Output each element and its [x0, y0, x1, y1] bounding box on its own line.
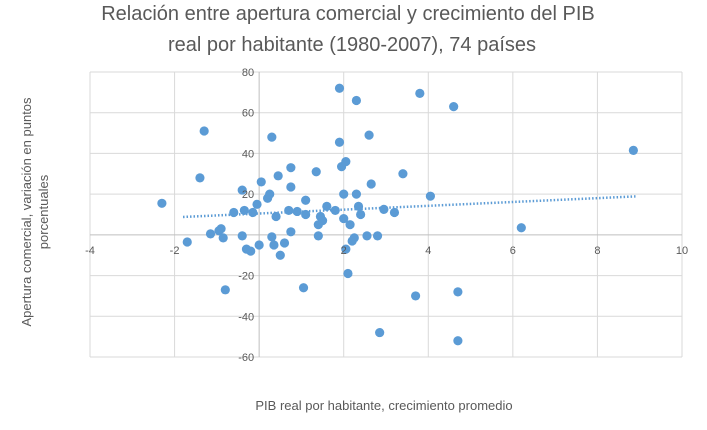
- data-point: [237, 185, 247, 195]
- data-point: [256, 177, 266, 187]
- data-point: [364, 130, 374, 140]
- axes: [90, 72, 682, 357]
- x-tick-label: 10: [676, 245, 688, 257]
- data-point: [195, 173, 205, 183]
- data-point: [341, 156, 351, 167]
- data-point: [353, 201, 364, 211]
- data-point: [199, 126, 209, 136]
- data-point: [284, 205, 294, 216]
- data-point: [389, 207, 400, 218]
- data-point: [334, 137, 345, 147]
- x-tick-label: -4: [85, 245, 95, 257]
- data-point: [269, 240, 279, 250]
- y-axis-title-line-1: Apertura comercial, variación en puntos: [19, 97, 34, 327]
- data-point: [351, 95, 361, 106]
- data-point: [375, 327, 385, 338]
- data-point: [313, 231, 323, 241]
- data-point: [286, 163, 296, 173]
- data-point: [220, 285, 230, 295]
- data-point: [379, 204, 389, 215]
- data-point: [248, 207, 258, 218]
- x-tick-label: 2: [341, 245, 347, 257]
- data-point: [415, 88, 425, 98]
- data-point: [516, 223, 526, 233]
- data-point: [349, 233, 359, 243]
- data-point: [301, 209, 311, 220]
- data-point: [292, 206, 302, 217]
- data-point: [286, 227, 296, 237]
- gridlines: [89, 71, 683, 358]
- x-tick-labels: -4 -2 2 4 6 8 10: [85, 245, 688, 257]
- data-point: [216, 224, 226, 234]
- data-point: [345, 220, 355, 230]
- data-point: [237, 231, 247, 241]
- data-point: [453, 336, 463, 346]
- data-point: [339, 213, 349, 224]
- data-point: [398, 169, 408, 179]
- data-point: [267, 232, 277, 242]
- data-point: [311, 167, 321, 177]
- data-point: [205, 229, 216, 239]
- x-tick-label: -2: [170, 245, 180, 257]
- data-point: [246, 246, 256, 256]
- data-point: [356, 209, 366, 220]
- data-point: [271, 211, 281, 222]
- data-point: [411, 291, 421, 301]
- data-point: [218, 233, 228, 243]
- data-point: [279, 238, 290, 248]
- data-point: [252, 199, 262, 209]
- x-tick-label: 6: [510, 245, 516, 257]
- data-point: [334, 83, 345, 93]
- data-point: [267, 132, 277, 142]
- chart-title-line-1: Relación entre apertura comercial y crec…: [101, 3, 595, 25]
- chart-title-line-2: real por habitante (1980-2007), 74 paíse…: [168, 34, 536, 56]
- data-point: [628, 145, 638, 155]
- data-point: [341, 244, 351, 254]
- y-tick-label: -40: [238, 311, 254, 323]
- data-point: [301, 195, 311, 205]
- data-point: [229, 207, 239, 218]
- y-tick-label: 40: [242, 148, 254, 160]
- data-point: [298, 283, 309, 293]
- data-point: [286, 182, 296, 192]
- x-tick-label: 4: [425, 245, 431, 257]
- data-point: [330, 205, 340, 216]
- x-axis-title: PIB real por habitante, crecimiento prom…: [255, 398, 512, 413]
- y-tick-label: -20: [238, 271, 254, 283]
- y-axis-title-line-2: porcentuales: [36, 174, 51, 249]
- data-point: [449, 102, 459, 112]
- data-point: [339, 189, 349, 199]
- y-tick-label: 80: [242, 67, 254, 79]
- data-point: [366, 179, 376, 189]
- data-point: [317, 216, 328, 226]
- data-point: [239, 205, 249, 216]
- data-point: [182, 237, 192, 247]
- data-point: [453, 287, 463, 297]
- data-point: [351, 189, 361, 199]
- data-points: [157, 83, 638, 346]
- y-tick-labels: -60 -40 -20 20 40 60 80: [238, 67, 254, 364]
- data-point: [254, 240, 264, 250]
- data-point: [275, 250, 285, 260]
- data-point: [362, 231, 372, 241]
- data-point: [265, 189, 275, 199]
- data-point: [372, 231, 383, 241]
- data-point: [157, 198, 167, 208]
- data-point: [273, 171, 283, 181]
- data-point: [322, 201, 332, 211]
- x-tick-label: 8: [594, 245, 600, 257]
- y-tick-label: -60: [238, 352, 254, 364]
- data-point: [343, 268, 353, 279]
- data-point: [425, 191, 435, 201]
- y-tick-label: 20: [242, 189, 254, 201]
- y-tick-label: 60: [242, 108, 254, 120]
